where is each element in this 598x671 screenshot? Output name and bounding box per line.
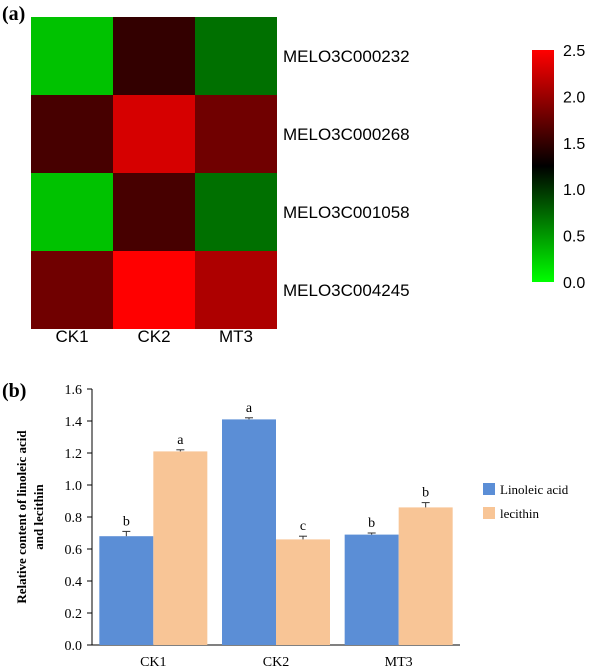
bar-chart: 0.0 0.2 0.4 0.6 0.8 1.0 1.2 1.4 1.6 Relative cont… xyxy=(14,383,569,670)
panel-b-label: (b) xyxy=(2,380,26,402)
heatmap-cell xyxy=(113,173,195,251)
heatmap-cell xyxy=(31,95,113,173)
colorbar-tick-label: 1.5 xyxy=(563,136,585,153)
y-tick-label: 1.0 xyxy=(65,479,83,494)
y-tick-label: 0.6 xyxy=(65,543,83,558)
legend-label: Linoleic acid xyxy=(500,482,569,497)
significance-letter: c xyxy=(300,519,306,534)
heatmap-cell xyxy=(195,95,277,173)
legend-swatch xyxy=(483,507,495,519)
y-axis-label: Relative content of linoleic acid and lec… xyxy=(14,430,46,604)
x-tick-label: CK2 xyxy=(263,655,289,670)
colorbar-tick-label: 0.5 xyxy=(563,229,585,246)
heatmap: MELO3C000232 MELO3C000268 MELO3C001058 MELO… xyxy=(31,17,410,346)
significance-letter: b xyxy=(123,514,130,529)
colorbar-tick-label: 2.0 xyxy=(563,89,585,106)
heatmap-cell xyxy=(195,173,277,251)
panel-a-label: (a) xyxy=(2,3,25,25)
heatmap-col-label: MT3 xyxy=(219,327,253,346)
bar xyxy=(222,419,276,645)
heatmap-cell xyxy=(31,17,113,95)
y-tick-label: 0.8 xyxy=(65,511,83,526)
y-tick-label: 0.0 xyxy=(65,639,83,654)
heatmap-cell xyxy=(113,95,195,173)
x-tick-label: CK1 xyxy=(140,655,166,670)
significance-letter: a xyxy=(246,401,253,416)
y-tick-label: 0.2 xyxy=(65,607,83,622)
significance-letter: b xyxy=(368,516,375,531)
colorbar: 2.5 2.0 1.5 1.0 0.5 0.0 xyxy=(532,43,585,292)
significance-letter: b xyxy=(422,486,429,501)
legend-label: lecithin xyxy=(500,506,539,521)
bar xyxy=(276,539,330,645)
y-tick-label: 1.6 xyxy=(65,383,83,398)
colorbar-gradient xyxy=(532,50,554,282)
heatmap-cell xyxy=(113,251,195,329)
heatmap-row-label: MELO3C001058 xyxy=(283,203,410,222)
legend-swatch xyxy=(483,483,495,495)
significance-letter: a xyxy=(177,433,184,448)
colorbar-tick-label: 0.0 xyxy=(563,275,585,292)
heatmap-row-label: MELO3C004245 xyxy=(283,281,410,300)
heatmap-row-label: MELO3C000268 xyxy=(283,125,410,144)
colorbar-tick-label: 1.0 xyxy=(563,182,585,199)
heatmap-cell xyxy=(195,251,277,329)
x-tick-label: MT3 xyxy=(385,655,413,670)
heatmap-col-label: CK1 xyxy=(55,327,88,346)
y-tick-label: 1.4 xyxy=(65,415,83,430)
bar xyxy=(153,451,208,645)
colorbar-tick-label: 2.5 xyxy=(563,43,585,60)
heatmap-cell xyxy=(31,251,113,329)
heatmap-col-label: CK2 xyxy=(137,327,170,346)
bar xyxy=(99,536,154,645)
heatmap-cell xyxy=(195,17,277,95)
bar xyxy=(344,534,399,645)
heatmap-cell xyxy=(113,17,195,95)
y-tick-label: 0.4 xyxy=(65,575,83,590)
heatmap-cell xyxy=(31,173,113,251)
y-tick-label: 1.2 xyxy=(65,447,83,462)
bar xyxy=(398,507,453,645)
heatmap-row-label: MELO3C000232 xyxy=(283,47,410,66)
